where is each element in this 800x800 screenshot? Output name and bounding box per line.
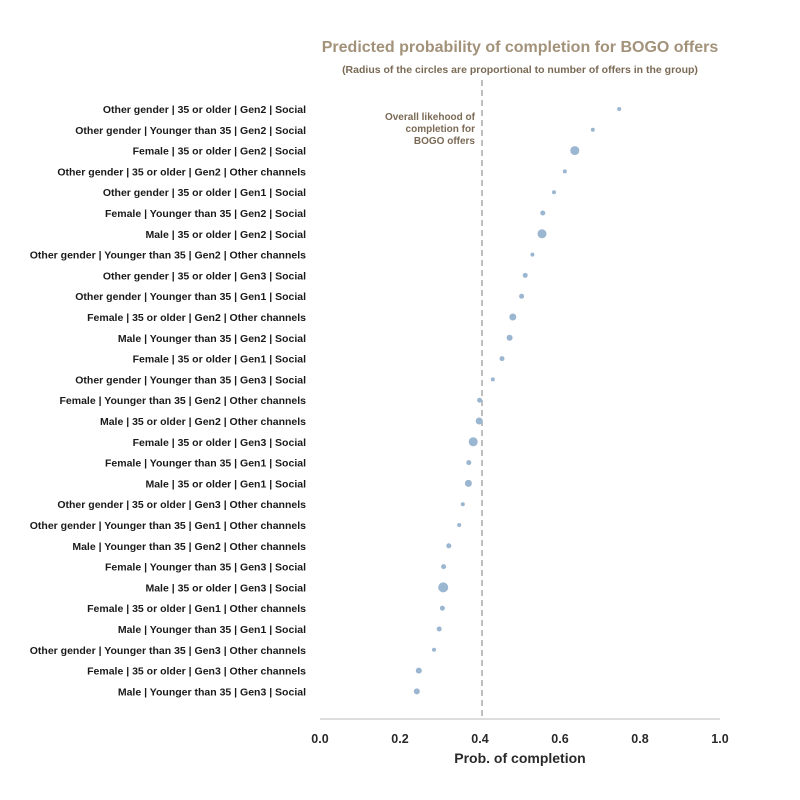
- x-tick-label: 1.0: [711, 732, 728, 746]
- category-label: Female | 35 or older | Gen3 | Other chan…: [87, 666, 306, 678]
- reference-line-annotation: BOGO offers: [414, 136, 476, 147]
- category-label: Female | 35 or older | Gen1 | Social: [133, 354, 306, 366]
- category-label: Female | Younger than 35 | Gen3 | Social: [105, 562, 306, 574]
- data-points: [413, 107, 622, 695]
- x-tick-label: 0.8: [631, 732, 648, 746]
- data-point: [439, 605, 445, 611]
- data-point: [415, 667, 422, 674]
- data-point: [436, 626, 442, 632]
- category-label: Other gender | 35 or older | Gen1 | Soci…: [103, 187, 306, 199]
- category-label: Male | 35 or older | Gen3 | Social: [145, 582, 306, 594]
- data-point: [537, 229, 547, 239]
- data-point: [477, 397, 483, 403]
- x-tick-label: 0.2: [391, 732, 408, 746]
- category-label: Other gender | Younger than 35 | Gen3 | …: [30, 645, 306, 657]
- data-point: [468, 437, 478, 447]
- data-point: [530, 252, 535, 257]
- category-label: Other gender | Younger than 35 | Gen1 | …: [30, 520, 306, 532]
- category-label: Other gender | Younger than 35 | Gen3 | …: [75, 374, 306, 386]
- data-point: [446, 543, 452, 549]
- data-point: [499, 356, 505, 362]
- reference-line-annotation: Overall likehood of: [385, 112, 476, 123]
- category-label: Female | Younger than 35 | Gen1 | Social: [105, 458, 306, 470]
- category-label: Female | 35 or older | Gen3 | Social: [133, 437, 306, 449]
- data-point: [522, 272, 528, 278]
- data-point: [509, 313, 517, 321]
- reference-line-annotation: completion for: [406, 124, 476, 135]
- data-point: [590, 127, 595, 132]
- category-label: Female | 35 or older | Gen2 | Other chan…: [87, 312, 306, 324]
- category-label: Other gender | 35 or older | Gen3 | Soci…: [103, 270, 306, 282]
- data-point: [438, 582, 449, 593]
- category-label: Female | Younger than 35 | Gen2 | Social: [105, 208, 306, 220]
- category-labels: Other gender | 35 or older | Gen2 | Soci…: [30, 104, 306, 698]
- data-point: [464, 479, 472, 487]
- data-point: [617, 107, 622, 111]
- x-axis-label: Prob. of completion: [454, 750, 585, 766]
- x-axis-ticks: 0.0 0.2 0.4 0.6 0.8 1.0: [311, 732, 728, 746]
- x-tick-label: 0.4: [471, 732, 488, 746]
- data-point: [457, 523, 462, 527]
- category-label: Other gender | Younger than 35 | Gen2 | …: [30, 250, 306, 262]
- category-label: Other gender | 35 or older | Gen2 | Soci…: [103, 104, 306, 116]
- category-label: Male | 35 or older | Gen2 | Social: [145, 229, 306, 241]
- category-label: Male | Younger than 35 | Gen2 | Other ch…: [72, 541, 306, 553]
- data-point: [506, 334, 513, 341]
- chart-title: Predicted probability of completion for …: [322, 39, 719, 56]
- category-label: Male | 35 or older | Gen2 | Other channe…: [100, 416, 306, 428]
- category-label: Other gender | 35 or older | Gen2 | Othe…: [57, 166, 306, 178]
- data-point: [562, 169, 567, 174]
- chart-subtitle: (Radius of the circles are proportional …: [342, 64, 698, 76]
- data-point: [475, 417, 483, 425]
- data-point: [441, 564, 447, 570]
- category-label: Female | 35 or older | Gen2 | Social: [133, 146, 306, 158]
- category-label: Male | 35 or older | Gen1 | Social: [145, 478, 306, 490]
- data-point: [519, 293, 525, 299]
- category-label: Male | Younger than 35 | Gen2 | Social: [118, 333, 306, 345]
- category-label: Other gender | Younger than 35 | Gen2 | …: [75, 125, 306, 137]
- data-point: [570, 146, 580, 156]
- category-label: Male | Younger than 35 | Gen3 | Social: [118, 686, 306, 698]
- data-point: [413, 688, 420, 695]
- x-tick-label: 0.0: [311, 732, 328, 746]
- category-label: Other gender | 35 or older | Gen3 | Othe…: [57, 499, 306, 511]
- category-label: Other gender | Younger than 35 | Gen1 | …: [75, 291, 306, 303]
- category-label: Female | Younger than 35 | Gen2 | Other …: [60, 395, 307, 407]
- category-label: Male | Younger than 35 | Gen1 | Social: [118, 624, 306, 636]
- category-label: Female | 35 or older | Gen1 | Other chan…: [87, 603, 306, 615]
- x-tick-label: 0.6: [551, 732, 568, 746]
- data-point: [552, 190, 556, 195]
- data-point: [432, 647, 436, 652]
- data-point: [540, 210, 546, 216]
- data-point: [490, 377, 495, 382]
- data-point: [460, 502, 465, 507]
- data-point: [466, 460, 472, 466]
